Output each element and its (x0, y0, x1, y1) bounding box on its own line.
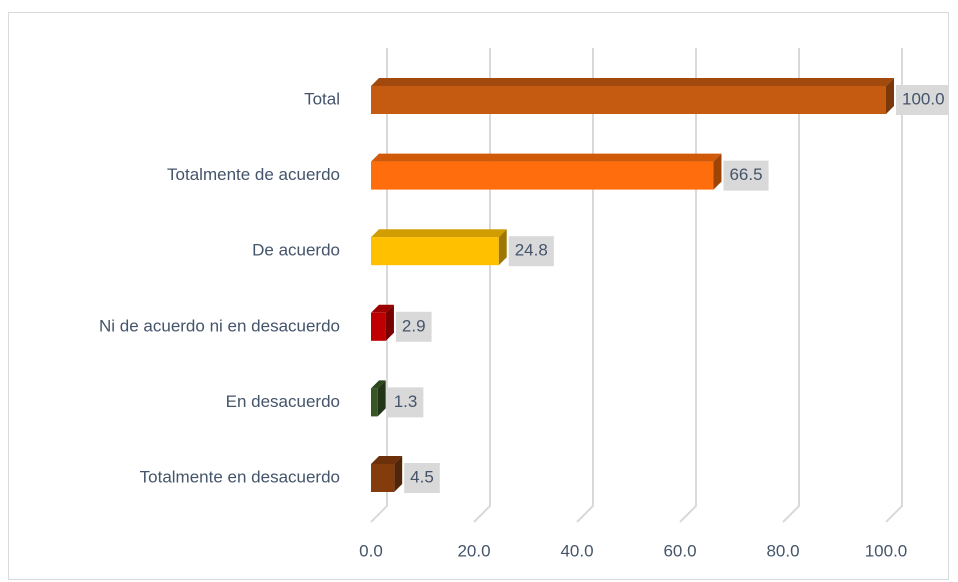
grid-line (885, 48, 903, 523)
bar (371, 86, 886, 114)
bar-side-face (385, 304, 394, 341)
bar-top-face (371, 304, 394, 313)
grid-line (782, 48, 800, 523)
grid-line (370, 48, 388, 523)
data-label-box (723, 160, 769, 191)
bar (371, 388, 378, 417)
grid-line (679, 48, 697, 523)
bar-top-face (371, 78, 894, 86)
bar-side-face (886, 78, 894, 114)
y-tick-label: De acuerdo (252, 241, 340, 260)
x-tick-label: 40.0 (560, 541, 593, 560)
x-tick-label: 0.0 (359, 541, 383, 560)
data-label: 1.3 (394, 392, 418, 411)
bar (371, 312, 386, 341)
data-label: 66.5 (729, 165, 762, 184)
y-tick-label: Total (304, 89, 340, 108)
grid-line (473, 48, 491, 523)
bar-top-face (371, 456, 403, 464)
data-label: 2.9 (402, 316, 426, 335)
bar-top-face (371, 380, 386, 389)
data-label-box (404, 463, 440, 493)
bar-side-face (713, 153, 722, 190)
bar-top-face (371, 229, 507, 238)
data-label: 4.5 (410, 467, 434, 486)
bar (371, 237, 499, 266)
y-tick-label: Ni de acuerdo ni en desacuerdo (99, 316, 340, 335)
x-tick-label: 100.0 (865, 541, 908, 560)
data-label: 100.0 (902, 89, 945, 108)
x-tick-label: 60.0 (663, 541, 696, 560)
bar (371, 464, 395, 492)
bar-top-face (371, 153, 722, 162)
bar-side-face (394, 456, 403, 492)
grid-line (576, 48, 594, 523)
y-tick-label: En desacuerdo (226, 392, 340, 411)
y-tick-label: Totalmente en desacuerdo (140, 467, 340, 486)
bar (371, 161, 714, 190)
data-label-box (896, 85, 948, 115)
x-tick-label: 80.0 (766, 541, 799, 560)
bar-side-face (498, 229, 507, 266)
bar-side-face (377, 380, 386, 417)
data-label-box (387, 387, 424, 418)
y-tick-label: Totalmente de acuerdo (167, 165, 340, 184)
x-tick-label: 20.0 (457, 541, 490, 560)
data-label: 24.8 (515, 241, 548, 260)
data-label-box (395, 311, 432, 342)
data-label-box (508, 236, 554, 267)
